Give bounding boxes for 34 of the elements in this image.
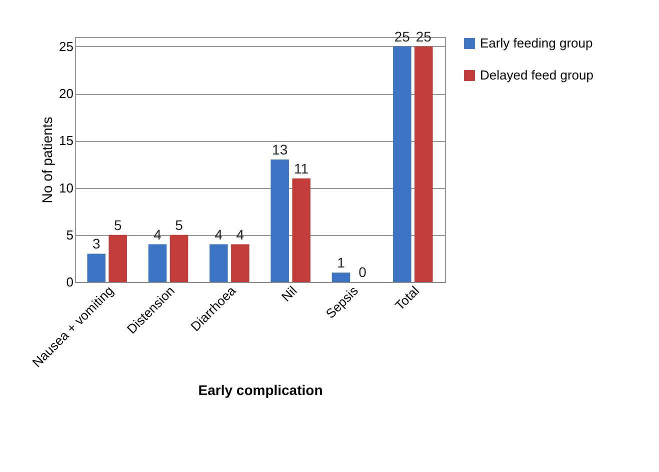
data-label: 25 <box>394 28 410 44</box>
bar <box>332 272 350 282</box>
y-axis-title: No of patients <box>39 116 56 204</box>
data-label: 5 <box>175 216 184 233</box>
data-label: 4 <box>236 226 244 242</box>
bar <box>270 160 289 282</box>
y-tick-label: 15 <box>59 133 74 148</box>
data-label: 0 <box>358 264 367 280</box>
y-tick-label: 10 <box>59 180 74 196</box>
bar <box>393 46 412 282</box>
legend-label: Early feeding group <box>480 36 593 50</box>
bar <box>414 46 433 282</box>
data-label: 13 <box>272 142 288 158</box>
bar <box>108 234 127 282</box>
x-axis-title: Early complication <box>198 382 323 398</box>
bar <box>87 254 106 282</box>
data-label: 11 <box>294 160 309 176</box>
bar <box>170 234 188 282</box>
bar <box>210 244 228 282</box>
y-tick-label: 25 <box>59 38 74 54</box>
data-label: 4 <box>154 226 162 242</box>
data-label: 5 <box>114 216 122 233</box>
x-tick-label: Nil <box>278 283 300 304</box>
bar <box>292 178 310 282</box>
bar <box>148 244 167 282</box>
data-label: 1 <box>337 254 346 271</box>
bar <box>231 244 250 282</box>
y-tick-label: 5 <box>66 227 74 242</box>
y-tick-label: 20 <box>59 86 74 102</box>
data-label: 4 <box>214 226 223 242</box>
y-tick-label: 0 <box>66 274 74 290</box>
legend-label: Delayed feed group <box>480 68 594 82</box>
data-label: 3 <box>92 236 100 252</box>
data-label: 25 <box>416 28 432 44</box>
